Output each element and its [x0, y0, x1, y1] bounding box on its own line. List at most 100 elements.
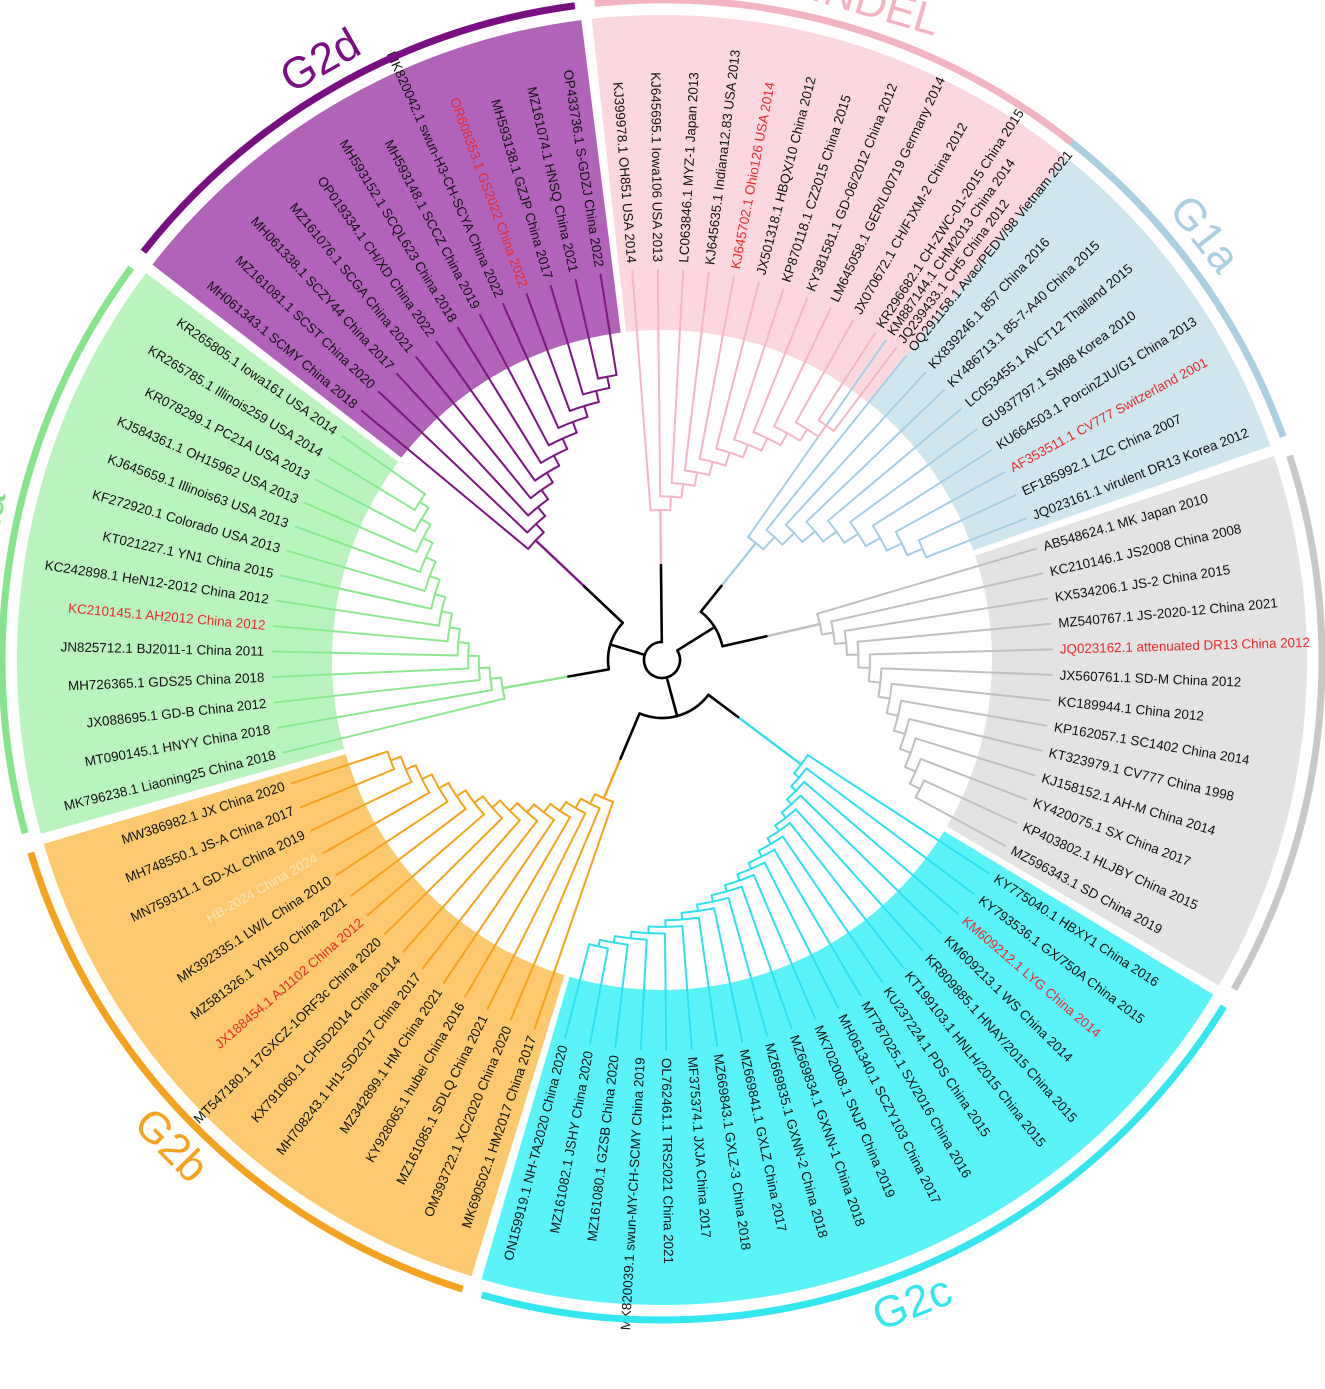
branch [914, 796, 927, 804]
branch [663, 932, 668, 1051]
branch [841, 347, 898, 422]
branch [350, 807, 467, 897]
branch [763, 861, 840, 1009]
clade-arc-g2c [480, 1004, 1227, 1324]
branch [793, 772, 801, 779]
branch [456, 326, 542, 464]
branch [670, 269, 685, 484]
branch [940, 517, 1027, 553]
branch [805, 767, 975, 896]
branch [917, 494, 1017, 542]
branch [533, 800, 615, 1030]
branch [880, 667, 1053, 676]
branch [681, 925, 693, 1050]
branch [273, 678, 481, 704]
branch [464, 816, 572, 998]
branch [606, 375, 611, 389]
branch [322, 791, 431, 855]
branch [788, 821, 904, 968]
branch [801, 530, 817, 544]
branch [491, 799, 502, 809]
branch [785, 798, 793, 806]
branch [561, 437, 569, 451]
branch [817, 332, 877, 422]
branch [784, 371, 927, 526]
clade-arc-g1b [1231, 454, 1325, 991]
branch [442, 818, 555, 985]
clade-sectors [16, 15, 1307, 1305]
branch [574, 797, 582, 809]
branch [868, 648, 1053, 656]
branch [826, 408, 962, 522]
branch [736, 715, 803, 766]
branch [747, 861, 753, 870]
branch [780, 811, 787, 819]
branch [830, 572, 1044, 623]
branch [360, 409, 530, 550]
branch [803, 780, 960, 915]
branch [885, 542, 903, 552]
branch [631, 270, 652, 512]
branch [774, 824, 780, 832]
branch [549, 285, 585, 396]
branch [864, 536, 882, 548]
branch [856, 622, 1052, 643]
branch [752, 873, 817, 1020]
branch [508, 802, 519, 812]
branch [383, 817, 504, 936]
branch [697, 916, 719, 1048]
branch [832, 419, 844, 432]
branch [272, 625, 449, 643]
branch [713, 907, 744, 1043]
branch [820, 631, 835, 636]
branch [683, 271, 710, 472]
branch [457, 641, 470, 645]
branch [765, 622, 822, 638]
branch [455, 789, 467, 798]
branch [421, 819, 539, 970]
clade-sector-g2b [43, 754, 565, 1277]
branch [310, 780, 413, 832]
branch [805, 389, 945, 523]
branch [740, 885, 793, 1029]
clade-sector-g1b [946, 456, 1307, 986]
clade-sector-s-indel [591, 15, 1066, 403]
backbone-branch [665, 676, 679, 718]
branch [271, 667, 470, 679]
branch [656, 269, 662, 498]
branch [898, 747, 912, 754]
branch [341, 435, 418, 489]
branch [571, 420, 578, 434]
branch [448, 626, 461, 630]
branch [534, 539, 586, 588]
clade-arc-g2d [140, 2, 576, 254]
branch [501, 675, 570, 690]
branch [271, 650, 459, 657]
branch [923, 779, 1018, 824]
branch [900, 699, 1048, 727]
branch [335, 800, 449, 876]
branch [415, 486, 426, 496]
branch [710, 894, 714, 903]
branch [817, 424, 828, 438]
branch [599, 273, 616, 365]
branch [424, 556, 437, 563]
branch [558, 801, 567, 812]
branch [696, 903, 699, 913]
clade-label-g2c: G2c [866, 1266, 959, 1341]
branch [276, 688, 494, 729]
branch [752, 297, 809, 434]
branch [799, 428, 809, 442]
branch [564, 949, 589, 1039]
clade-sector-g2d [152, 20, 621, 458]
branch [799, 794, 942, 934]
branch [890, 682, 1051, 702]
backbone-branch [567, 668, 611, 678]
backbone-branch [721, 634, 768, 648]
branch [395, 372, 530, 517]
branch [736, 873, 741, 882]
backbone-branch [583, 585, 625, 625]
branch [440, 610, 453, 615]
branch [908, 782, 922, 791]
branch [315, 478, 416, 533]
